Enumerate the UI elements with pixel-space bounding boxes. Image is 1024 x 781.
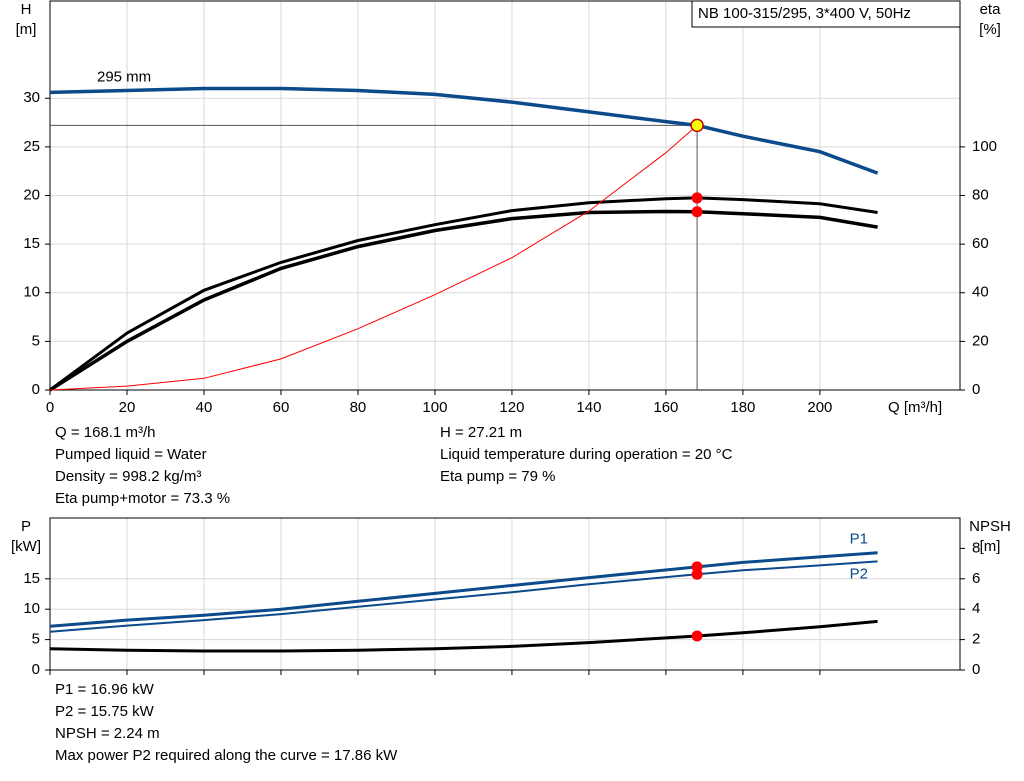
x-tick-label: 120	[499, 399, 524, 416]
y-axis-label: H	[21, 1, 32, 18]
x-tick-label: 180	[730, 399, 755, 416]
x-tick-label: 20	[119, 399, 136, 416]
plot-frame	[49, 0, 961, 391]
info-text: Pumped liquid = Water	[55, 446, 207, 463]
x-tick-label: 160	[653, 399, 678, 416]
x-tick-label: 60	[273, 399, 290, 416]
y-tick-label: 15	[23, 235, 40, 252]
info-text: Eta pump = 79 %	[440, 468, 556, 485]
curve	[49, 86, 879, 175]
info-text: Density = 998.2 kg/m³	[55, 468, 201, 485]
chart-title: NB 100-315/295, 3*400 V, 50Hz	[698, 5, 911, 22]
curve-label: 295 mm	[97, 68, 151, 85]
info-text: H = 27.21 m	[440, 424, 522, 441]
point-marker	[691, 206, 703, 218]
info-text: Liquid temperature during operation = 20…	[440, 446, 733, 463]
info-text: Eta pump+motor = 73.3 %	[55, 490, 230, 507]
x-tick-label: 0	[46, 399, 54, 416]
x-tick-label: 200	[807, 399, 832, 416]
curve	[49, 209, 878, 392]
y2-tick-label: 40	[972, 284, 989, 301]
y2-tick-label: 2	[972, 631, 980, 648]
x-tick-label: 40	[196, 399, 213, 416]
curve	[49, 196, 878, 392]
curve	[49, 619, 878, 653]
y2-axis-unit: [m]	[980, 538, 1001, 555]
y2-axis-label: NPSH	[969, 518, 1011, 535]
y-axis-unit: [m]	[16, 21, 37, 38]
info-text: P1 = 16.96 kW	[55, 681, 155, 698]
info-text: Q = 168.1 m³/h	[55, 424, 155, 441]
x-axis-label: Q [m³/h]	[888, 399, 942, 416]
y2-tick-label: 6	[972, 570, 980, 587]
x-tick-label: 140	[576, 399, 601, 416]
plot-frame	[49, 517, 961, 671]
y2-tick-label: 100	[972, 138, 997, 155]
y-tick-label: 5	[32, 332, 40, 349]
title-box	[691, 0, 961, 28]
y2-axis-label: eta	[980, 1, 1002, 18]
y-tick-label: 5	[32, 631, 40, 648]
point-marker	[691, 568, 703, 580]
curve	[49, 125, 698, 391]
curve-label: P2	[850, 565, 868, 582]
y-axis-label: P	[21, 518, 31, 535]
y-tick-label: 0	[32, 661, 40, 678]
x-tick-label: 80	[350, 399, 367, 416]
point-marker	[691, 630, 703, 642]
y-tick-label: 10	[23, 284, 40, 301]
y-tick-label: 30	[23, 89, 40, 106]
y2-tick-label: 60	[972, 235, 989, 252]
info-text: P2 = 15.75 kW	[55, 703, 155, 720]
info-text: Max power P2 required along the curve = …	[55, 747, 398, 764]
curve-label: P1	[850, 531, 868, 548]
y2-axis-unit: [%]	[979, 21, 1001, 38]
y2-tick-label: 0	[972, 381, 980, 398]
y2-tick-label: 20	[972, 332, 989, 349]
y2-tick-label: 8	[972, 539, 980, 556]
point-marker	[691, 192, 703, 204]
y2-tick-label: 0	[972, 661, 980, 678]
info-text: NPSH = 2.24 m	[55, 725, 160, 742]
y-tick-label: 0	[32, 381, 40, 398]
y-tick-label: 10	[23, 600, 40, 617]
y2-tick-label: 4	[972, 600, 980, 617]
y-tick-label: 15	[23, 570, 40, 587]
curve	[49, 551, 878, 628]
y-tick-label: 20	[23, 186, 40, 203]
y-tick-label: 25	[23, 138, 40, 155]
x-tick-label: 100	[422, 399, 447, 416]
operating-point	[690, 118, 704, 133]
curve	[49, 560, 878, 633]
y2-tick-label: 80	[972, 186, 989, 203]
y-axis-unit: [kW]	[11, 538, 41, 555]
